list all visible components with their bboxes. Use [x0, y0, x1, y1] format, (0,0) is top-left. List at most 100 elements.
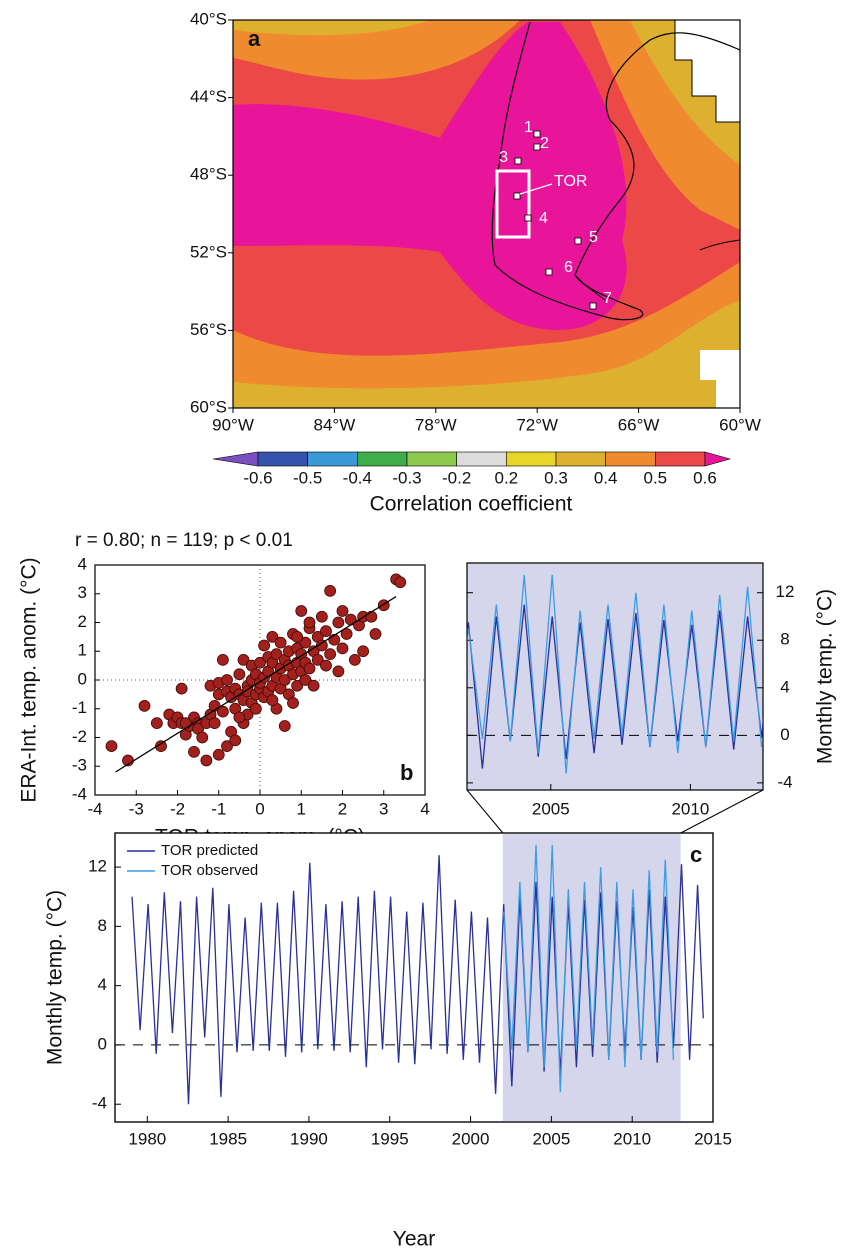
x-tick-label: 1980	[128, 1129, 166, 1148]
y-tick-label: 4	[780, 677, 789, 696]
station-label: 4	[539, 210, 548, 227]
station-marker	[524, 214, 532, 222]
colorbar-label: Correlation coefficient	[370, 493, 573, 516]
scatter-point	[315, 639, 328, 652]
scatter-point	[336, 605, 349, 617]
contour-gold	[233, 20, 430, 36]
legend-label: TOR observed	[161, 862, 258, 879]
x-tick-label: 2000	[452, 1129, 490, 1148]
annotation: r = 0.80; n = 119; p < 0.01	[75, 530, 293, 551]
colorbar-tick-label: -0.2	[442, 468, 471, 487]
scatter-point	[196, 731, 209, 744]
station-marker	[514, 157, 522, 165]
x-tick-label: 66°W	[618, 415, 660, 434]
scatter-point	[299, 636, 312, 649]
y-tick-label: -4	[72, 784, 87, 803]
scatter-point	[258, 639, 271, 652]
scatter-point	[208, 717, 221, 730]
station-label: 1	[524, 119, 533, 136]
map-field	[233, 20, 740, 408]
scatter-point	[216, 705, 229, 718]
scatter-point	[307, 679, 320, 692]
x-tick-label: 2015	[694, 1129, 732, 1148]
plot-border	[114, 832, 714, 1123]
scatter-point	[278, 674, 291, 686]
scatter-point	[221, 740, 233, 753]
y-tick-label: 4	[98, 975, 107, 994]
site-label: TOR	[554, 173, 587, 190]
scatter-point	[229, 734, 242, 747]
colorbar-tick-label: -0.3	[392, 468, 421, 487]
x-tick-label: 72°W	[516, 415, 558, 434]
colorbar-tick-label: 0.2	[495, 468, 519, 487]
y-tick-label: -3	[72, 756, 87, 775]
scatter-point	[291, 679, 304, 692]
x-tick-label: 2010	[671, 799, 709, 818]
scatter-point	[249, 702, 262, 715]
contour-magenta	[233, 22, 627, 330]
colorbar-extend	[704, 451, 732, 467]
y-tick-label: 0	[780, 725, 789, 744]
zoom-connector	[680, 789, 764, 834]
panel-label: c	[690, 842, 702, 867]
coastline	[491, 21, 740, 321]
colorbar-segment	[605, 451, 656, 467]
colorbar-tick-label: 0.5	[644, 468, 668, 487]
x-tick-label: 1985	[209, 1129, 247, 1148]
coastline	[574, 239, 740, 301]
colorbar-segment	[307, 451, 358, 467]
scatter-point	[278, 720, 291, 732]
inset-y-axis-label: Monthly temp. (°C)	[814, 589, 837, 764]
scatter-point	[295, 605, 308, 617]
scatter-point	[324, 584, 337, 597]
inset-series-line	[467, 574, 763, 774]
colorbar-tick-label: 0.3	[544, 468, 568, 487]
site-box	[495, 169, 531, 239]
contour-orange	[233, 20, 740, 230]
scatter-point	[266, 694, 279, 707]
y-tick-label: 3	[78, 583, 87, 602]
x-tick-label: -1	[211, 799, 226, 818]
y-tick-label: 12	[776, 582, 795, 601]
scatter-point	[175, 682, 188, 695]
scatter-point	[179, 717, 192, 730]
y-axis-label: Monthly temp. (°C)	[44, 890, 67, 1065]
y-tick-label: 40°S	[190, 9, 227, 28]
station-marker	[545, 268, 553, 276]
x-tick-label: 90°W	[212, 415, 254, 434]
y-tick-label: 60°S	[190, 397, 227, 416]
scatter-point	[365, 610, 378, 623]
scatter-point	[315, 610, 328, 623]
scatter-point	[324, 648, 337, 661]
scatter-point	[348, 653, 361, 666]
x-tick-label: 2005	[532, 799, 570, 818]
panel-label: a	[248, 26, 261, 51]
land-outside	[674, 20, 740, 123]
colorbar-extend	[212, 451, 259, 467]
colorbar-segment	[257, 451, 308, 467]
series-group	[131, 844, 704, 1105]
colorbar-tick-label: -0.5	[293, 468, 322, 487]
station-marker	[513, 192, 521, 200]
scatter-point	[291, 630, 304, 643]
station-label: 3	[499, 149, 508, 166]
colorbar-tick-label: -0.4	[343, 468, 372, 487]
x-tick-label: 2005	[532, 1129, 570, 1148]
y-axis-label: ERA-Int. temp. anom. (°C)	[18, 557, 41, 802]
colorbar-segment	[655, 451, 706, 467]
scatter-point	[150, 717, 163, 730]
scatter-point	[299, 674, 312, 686]
y-tick-label: 48°S	[190, 165, 227, 184]
series-line	[503, 844, 675, 1093]
y-tick-label: -1	[72, 698, 87, 717]
x-tick-label: 1995	[371, 1129, 409, 1148]
site-leader	[519, 183, 553, 195]
station-marker	[533, 143, 541, 151]
y-tick-label: 12	[88, 857, 107, 876]
y-tick-label: 8	[780, 630, 789, 649]
scatter-point	[274, 636, 287, 649]
y-tick-label: 52°S	[190, 242, 227, 261]
station-label: 6	[564, 259, 573, 276]
scatter-point	[254, 656, 266, 669]
